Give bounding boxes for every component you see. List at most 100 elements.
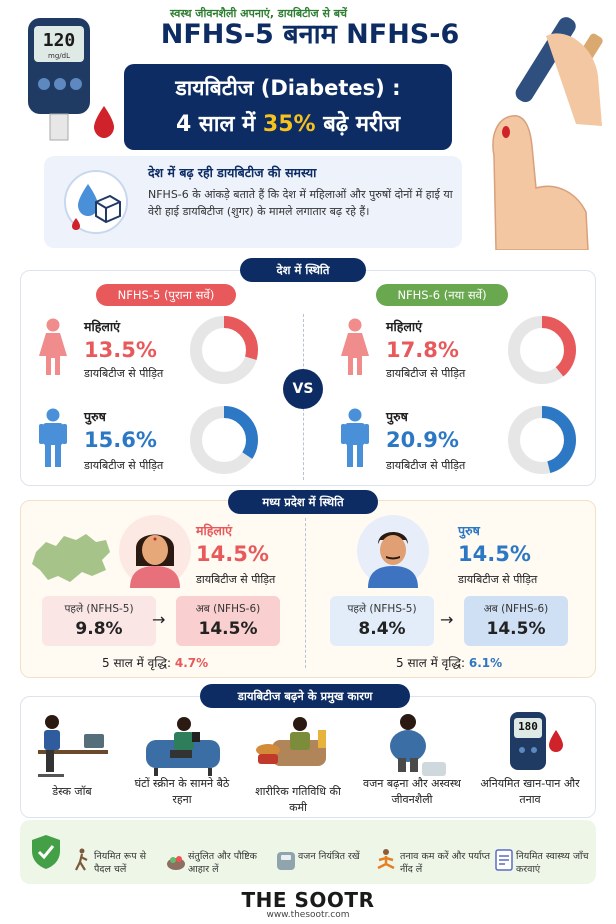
banner-line-1: डायबिटीज (Diabetes) : [175,76,401,100]
man-icon [340,408,370,468]
page-title: NFHS-5 बनाम NFHS-6 [160,19,460,50]
banner-highlight: 35% [262,112,316,137]
weighing-scale-icon [276,848,296,872]
mp-men-growth: 5 साल में वृद्धि: 6.1% [396,654,502,671]
weight-gain-icon [366,710,452,778]
country-section-title: देश में स्थिति [240,258,366,282]
nfhs6-women-label: महिलाएं [386,319,422,334]
inactivity-icon [252,710,338,778]
nfhs6-women-sub: डायबिटीज से पीड़ित [386,367,466,380]
mp-men-after-label: अब (NFHS-6) [483,603,549,615]
mp-men-sub: डायबिटीज से पीड़ित [458,573,538,586]
donut-arc [508,316,576,384]
nfhs6-men-sub: डायबिटीज से पीड़ित [386,459,466,472]
mp-men-growth-value: 6.1% [468,656,503,670]
mp-section [20,500,596,678]
nfhs5-women-label: महिलाएं [84,319,120,334]
mp-men-arrow: → [440,610,454,629]
banner-post: बढ़े मरीज [315,112,401,137]
mp-women-growth: 5 साल में वृद्धि: 4.7% [102,654,208,671]
nfhs5-tag: NFHS-5 (पुराना सर्वे) [96,284,236,306]
mp-women-before-label: पहले (NFHS-5) [64,603,134,615]
nfhs5-women-sub: डायबिटीज से पीड़ित [84,367,164,380]
mp-women-before-value: 9.8% [75,619,123,639]
headline-banner: डायबिटीज (Diabetes) : 4 साल में 35% बढ़े… [124,64,452,150]
nfhs5-men-pct: 15.6% [84,428,157,452]
nfhs6-men-donut [508,406,576,474]
mp-men-after-box: अब (NFHS-6) 14.5% [464,596,568,646]
glucometer-illustration: 120 mg/dL [22,14,118,144]
nfhs5-men-label: पुरुष [84,409,106,424]
cause-label-3: शारीरिक गतिविधि की कमी [255,785,341,814]
cause-label-2: घंटों स्क्रीन के सामने बैठे रहना [134,777,230,806]
mp-section-title: मध्य प्रदेश में स्थिति [228,490,378,514]
vs-badge: VS [283,369,323,409]
mp-women-sub: डायबिटीज से पीड़ित [196,573,276,586]
mp-women-growth-label: 5 साल में वृद्धि: [102,656,175,670]
mp-divider [305,518,306,668]
mp-women-after-value: 14.5% [198,619,258,639]
tip-label-2: संतुलित और पौष्टिक आहार लें [188,851,257,875]
nfhs5-women-pct: 13.5% [84,338,157,362]
mp-men-before-value: 8.4% [358,619,406,639]
nfhs5-women-donut [190,316,258,384]
banner-pre: 4 साल में [175,112,263,137]
man-icon [38,408,68,468]
brand-logo: THE SOOTR [241,888,375,912]
man-avatar [356,514,430,588]
mp-women-label: महिलाएं [196,523,232,538]
nfhs6-women-pct: 17.8% [386,338,459,362]
finger-prick-illustration [476,6,606,250]
tips-heading: स्वस्थ जीवनशैली अपनाएं, डायबिटीज से बचें [170,7,348,20]
mp-women-pct: 14.5% [196,542,269,566]
donut-arc [190,316,258,384]
mp-women-after-label: अब (NFHS-6) [195,603,261,615]
intro-box: देश में बढ़ रही डायबिटीज की समस्या NFHS-… [44,156,462,248]
cause-label-5: अनियमित खान-पान और तनाव [480,777,580,806]
cause-label-4: वजन बढ़ना और अस्वस्थ जीवनशैली [363,777,461,806]
nfhs6-women-donut [508,316,576,384]
mp-men-label: पुरुष [458,523,480,538]
glucometer-reading: 180 [518,720,538,733]
mp-map-icon [30,528,112,588]
mp-women-before-box: पहले (NFHS-5) 9.8% [42,596,156,646]
woman-icon [340,318,370,376]
woman-avatar [118,514,192,588]
walking-icon [72,848,92,872]
food-icon [166,848,186,872]
glucometer-icon: 180 [486,710,572,778]
nfhs5-men-donut [190,406,258,474]
nfhs5-men-sub: डायबिटीज से पीड़ित [84,459,164,472]
tip-label-4: तनाव कम करें और पर्याप्त नींद लें [400,851,490,875]
mp-men-before-label: पहले (NFHS-5) [347,603,417,615]
mp-women-arrow: → [152,610,166,629]
nfhs6-men-pct: 20.9% [386,428,459,452]
brand-url[interactable]: www.thesootr.com [266,910,350,920]
blood-sugar-cube-icon [64,170,128,234]
tip-label-5: नियमित स्वास्थ्य जाँच करवाएं [516,851,589,875]
meditation-icon [376,848,396,872]
nfhs6-men-label: पुरुष [386,409,408,424]
screen-time-icon [140,710,226,778]
mp-men-after-value: 14.5% [486,619,546,639]
mp-men-pct: 14.5% [458,542,531,566]
causes-section-title: डायबिटीज बढ़ने के प्रमुख कारण [200,684,410,708]
mp-men-growth-label: 5 साल में वृद्धि: [396,656,469,670]
mp-women-after-box: अब (NFHS-6) 14.5% [176,596,280,646]
tip-label-1: नियमित रूप से पैदल चलें [94,851,147,875]
meter-reading: 120 [42,30,76,51]
mp-men-before-box: पहले (NFHS-5) 8.4% [330,596,434,646]
intro-heading: देश में बढ़ रही डायबिटीज की समस्या [148,165,317,180]
checkup-icon [494,848,514,872]
cause-label-1: डेस्क जॉब [52,785,92,798]
shield-check-icon [30,834,62,870]
intro-text: NFHS-6 के आंकड़े बताते हैं कि देश में मह… [148,188,453,218]
desk-job-icon [28,710,114,778]
woman-icon [38,318,68,376]
meter-unit: mg/dL [48,52,70,60]
nfhs6-tag: NFHS-6 (नया सर्वे) [376,284,508,306]
donut-arc [190,406,258,474]
mp-women-growth-value: 4.7% [174,656,209,670]
donut-arc [508,406,576,474]
banner-line-2: 4 साल में 35% बढ़े मरीज [124,108,452,138]
